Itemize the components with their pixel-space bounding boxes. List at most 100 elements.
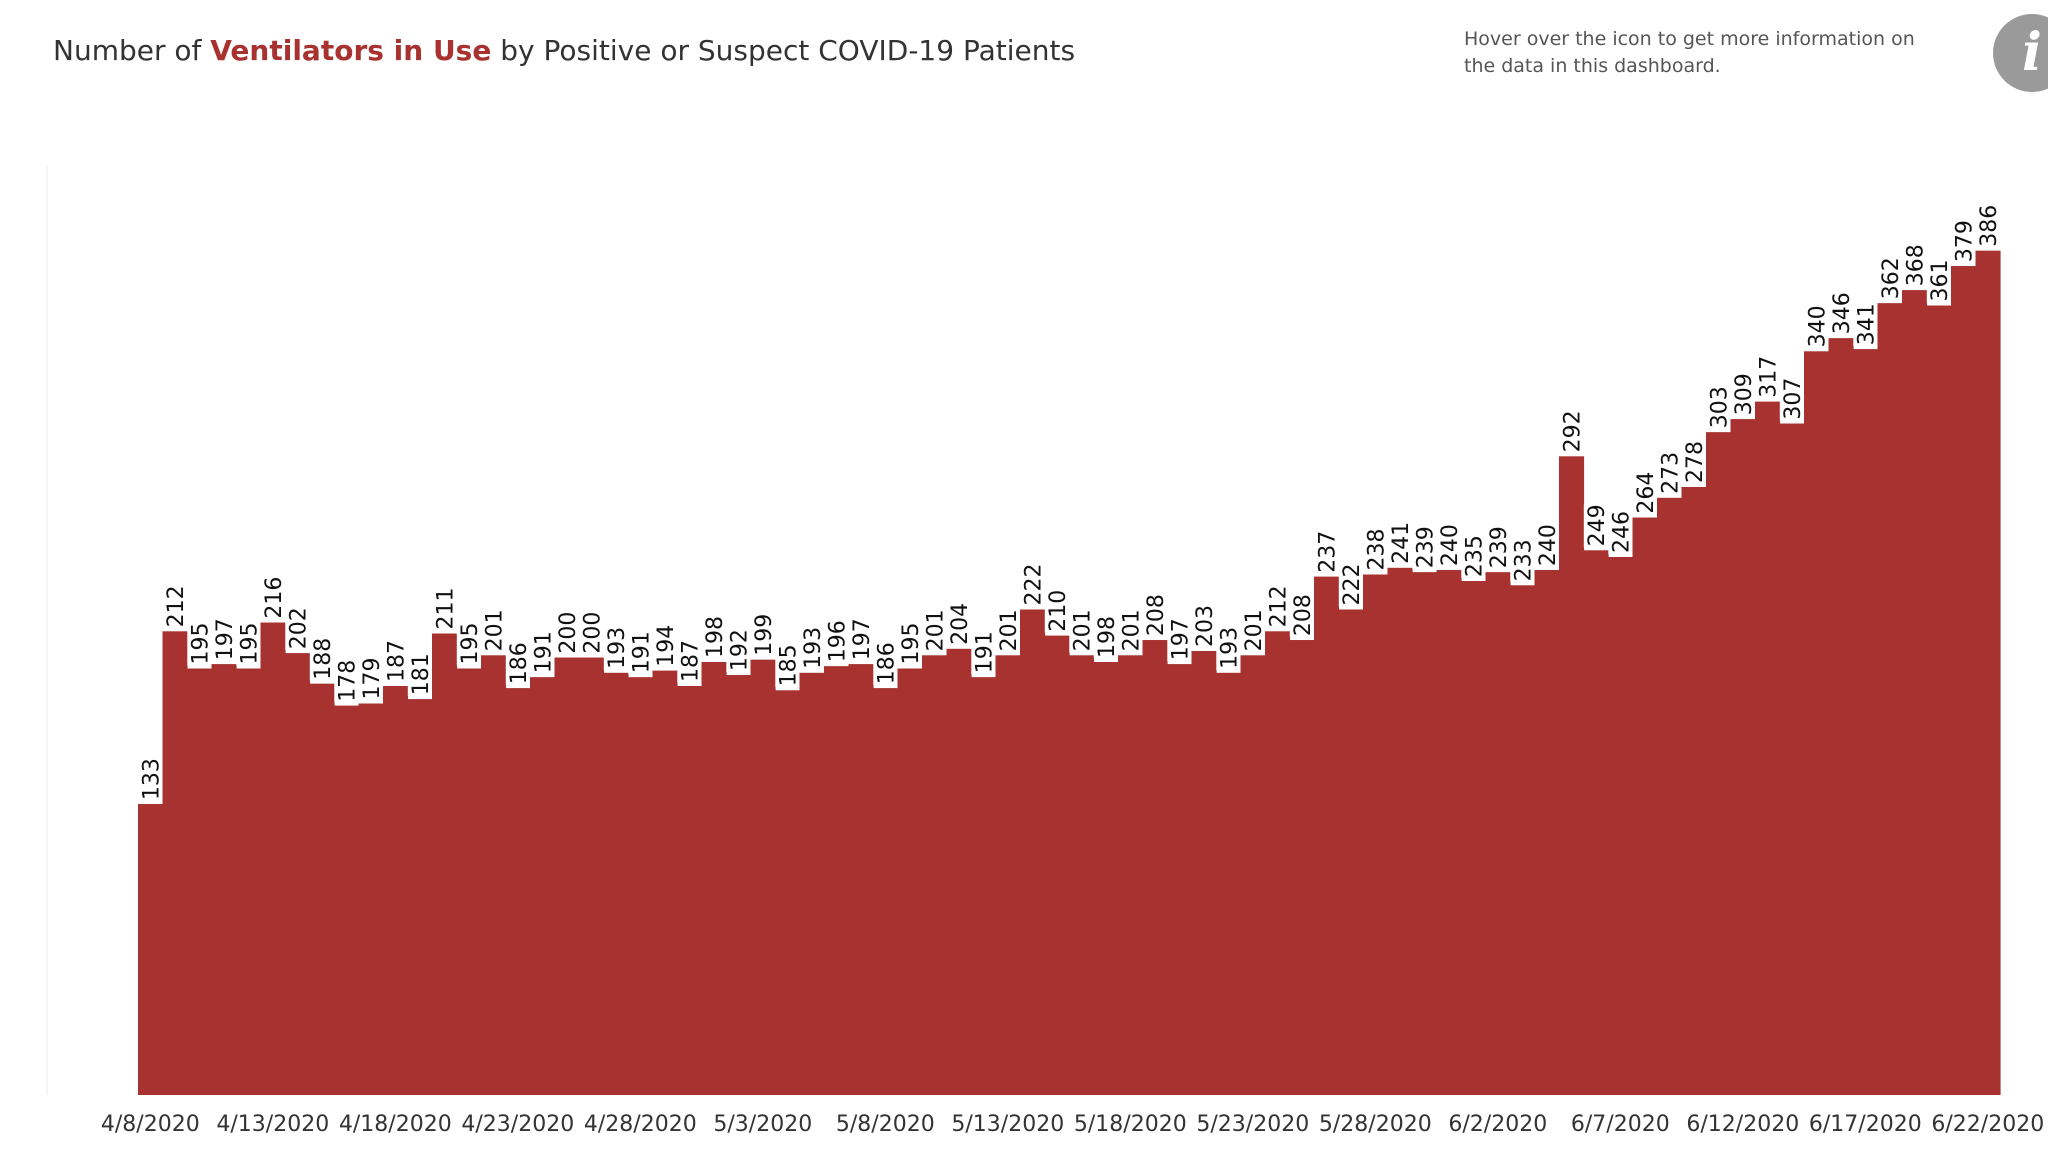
- data-label: 178: [335, 660, 360, 702]
- bar[interactable]: [824, 666, 850, 1095]
- bar[interactable]: [1975, 250, 2001, 1096]
- bar[interactable]: [750, 659, 776, 1095]
- data-label: 187: [678, 640, 703, 682]
- bar[interactable]: [1853, 349, 1879, 1095]
- bar[interactable]: [407, 699, 433, 1095]
- bar[interactable]: [1755, 401, 1781, 1095]
- bar[interactable]: [1779, 423, 1805, 1096]
- bar[interactable]: [187, 668, 213, 1096]
- data-label: 198: [1095, 616, 1120, 658]
- bar[interactable]: [1118, 655, 1144, 1095]
- data-label-bg: [1559, 410, 1584, 454]
- bar[interactable]: [1951, 266, 1977, 1096]
- bar[interactable]: [848, 664, 874, 1095]
- bar[interactable]: [456, 668, 482, 1096]
- bar[interactable]: [1730, 419, 1756, 1095]
- bar[interactable]: [922, 655, 948, 1095]
- data-label-bg: [1730, 373, 1755, 417]
- data-label: 246: [1609, 511, 1634, 553]
- bar[interactable]: [1534, 570, 1560, 1095]
- bar[interactable]: [946, 648, 972, 1095]
- bar[interactable]: [1289, 640, 1315, 1095]
- data-label: 212: [164, 585, 189, 627]
- bar[interactable]: [1363, 574, 1389, 1096]
- data-label-bg: [824, 620, 849, 664]
- x-tick-label: 6/22/2020: [1931, 1112, 2044, 1137]
- bar[interactable]: [1902, 290, 1928, 1095]
- bar[interactable]: [1240, 655, 1266, 1095]
- bar[interactable]: [1216, 672, 1242, 1095]
- data-label-bg: [162, 585, 187, 629]
- data-label-bg: [1706, 386, 1731, 430]
- bar[interactable]: [1583, 550, 1609, 1095]
- data-label-bg: [1020, 563, 1045, 607]
- data-label: 197: [1168, 618, 1193, 660]
- bar[interactable]: [138, 804, 164, 1095]
- bar[interactable]: [1657, 497, 1683, 1095]
- data-label: 197: [213, 618, 238, 660]
- data-label-bg: [358, 657, 383, 701]
- bar[interactable]: [1828, 338, 1854, 1095]
- bar[interactable]: [530, 677, 556, 1095]
- data-label-bg: [848, 618, 873, 662]
- bar[interactable]: [1461, 581, 1487, 1095]
- bar[interactable]: [285, 653, 311, 1095]
- bar[interactable]: [1020, 609, 1046, 1096]
- bar[interactable]: [1265, 631, 1291, 1095]
- bar[interactable]: [1093, 662, 1119, 1095]
- bar[interactable]: [1044, 635, 1070, 1095]
- bar[interactable]: [652, 670, 678, 1095]
- bar[interactable]: [1608, 557, 1634, 1095]
- bar[interactable]: [1632, 517, 1658, 1095]
- data-label-bg: [603, 626, 628, 670]
- bar[interactable]: [162, 631, 188, 1095]
- bar[interactable]: [1559, 456, 1585, 1095]
- bar[interactable]: [1314, 576, 1340, 1095]
- bar[interactable]: [677, 686, 703, 1095]
- bar[interactable]: [1510, 585, 1536, 1095]
- bar[interactable]: [1338, 609, 1364, 1096]
- bar[interactable]: [628, 677, 654, 1095]
- bar[interactable]: [481, 655, 507, 1095]
- info-icon[interactable]: i: [1993, 14, 2048, 92]
- bar[interactable]: [775, 690, 801, 1095]
- bar[interactable]: [1412, 572, 1438, 1095]
- bar[interactable]: [603, 672, 629, 1095]
- bar[interactable]: [260, 622, 286, 1095]
- bar[interactable]: [1142, 640, 1168, 1095]
- bar[interactable]: [1877, 303, 1903, 1095]
- bar[interactable]: [897, 668, 923, 1096]
- data-label: 379: [1952, 220, 1977, 262]
- bar[interactable]: [505, 688, 531, 1095]
- bar[interactable]: [1804, 351, 1830, 1095]
- data-label: 201: [1119, 609, 1144, 651]
- data-label: 386: [1977, 205, 2002, 247]
- bar[interactable]: [995, 655, 1021, 1095]
- bar[interactable]: [236, 668, 262, 1096]
- bar[interactable]: [211, 664, 237, 1095]
- bar[interactable]: [358, 703, 384, 1096]
- bar[interactable]: [726, 675, 752, 1095]
- x-tick-label: 4/23/2020: [461, 1112, 574, 1137]
- bar[interactable]: [701, 662, 727, 1095]
- bar[interactable]: [1069, 655, 1095, 1095]
- bar[interactable]: [1485, 572, 1511, 1095]
- bar[interactable]: [334, 705, 360, 1095]
- data-label: 195: [899, 623, 924, 665]
- data-label: 191: [531, 631, 556, 673]
- bar[interactable]: [873, 688, 899, 1095]
- bar[interactable]: [383, 686, 409, 1095]
- bar[interactable]: [1926, 305, 1952, 1096]
- bar[interactable]: [432, 633, 458, 1096]
- bar[interactable]: [1191, 651, 1217, 1095]
- bar[interactable]: [1167, 664, 1193, 1095]
- bar[interactable]: [1436, 570, 1462, 1095]
- bar[interactable]: [554, 657, 580, 1095]
- bar[interactable]: [1706, 432, 1732, 1095]
- bar[interactable]: [1681, 487, 1707, 1095]
- bar[interactable]: [799, 672, 825, 1095]
- bar[interactable]: [1387, 567, 1413, 1095]
- bar[interactable]: [971, 677, 997, 1095]
- bar[interactable]: [579, 657, 605, 1095]
- bar[interactable]: [309, 683, 335, 1095]
